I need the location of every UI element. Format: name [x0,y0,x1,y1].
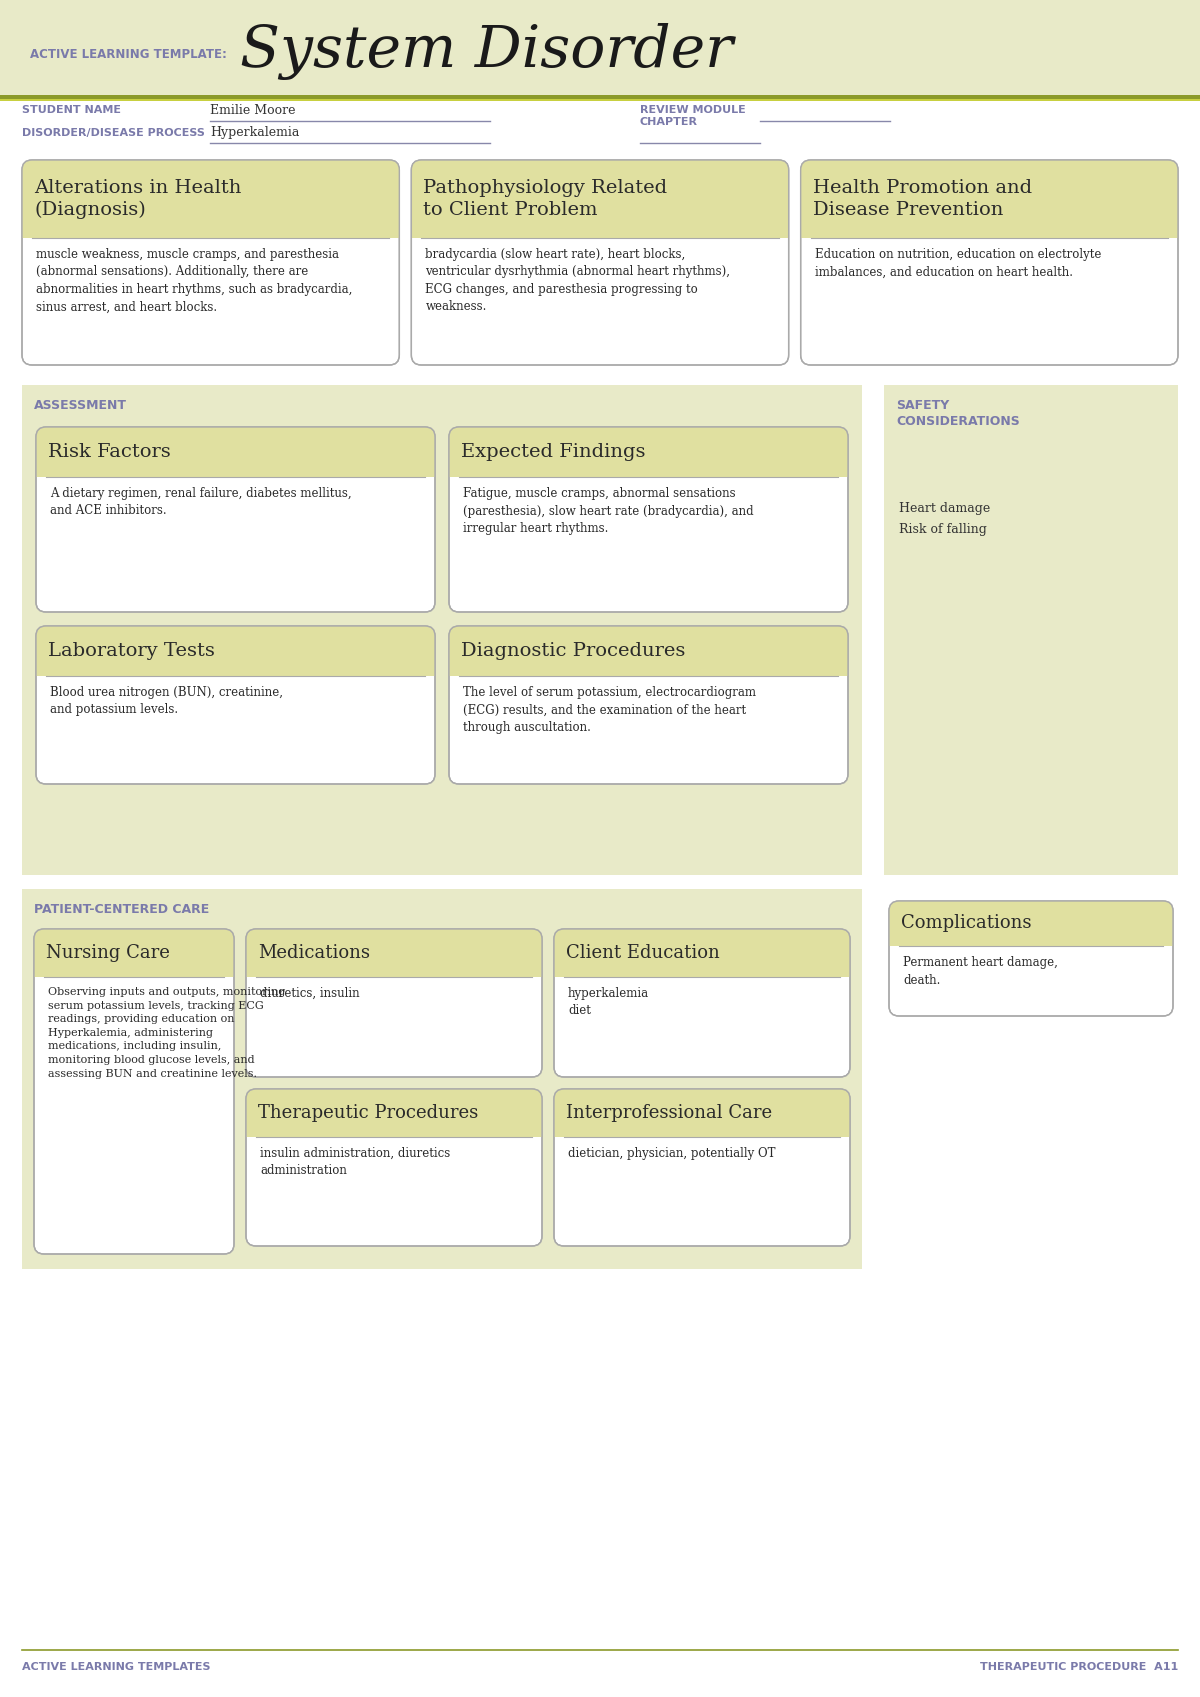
Text: Blood urea nitrogen (BUN), creatinine,
and potassium levels.: Blood urea nitrogen (BUN), creatinine, a… [50,686,283,716]
Bar [36,665,436,675]
Bar [246,1127,542,1137]
Text: Laboratory Tests: Laboratory Tests [48,641,215,660]
Text: The level of serum potassium, electrocardiogram
(ECG) results, and the examinati: The level of serum potassium, electrocar… [463,686,756,735]
Text: Emilie Moore: Emilie Moore [210,104,295,117]
Bar [449,665,848,675]
Bar [0,98,1200,102]
Bar [34,967,234,977]
FancyBboxPatch shape [22,160,400,238]
Text: Nursing Care: Nursing Care [46,944,170,962]
Text: Alterations in Health
(Diagnosis): Alterations in Health (Diagnosis) [34,180,241,219]
FancyBboxPatch shape [889,901,1174,1017]
Text: Fatigue, muscle cramps, abnormal sensations
(paresthesia), slow heart rate (brad: Fatigue, muscle cramps, abnormal sensati… [463,487,754,535]
Bar [889,937,1174,945]
Text: ACTIVE LEARNING TEMPLATE:: ACTIVE LEARNING TEMPLATE: [30,49,227,61]
FancyBboxPatch shape [22,160,400,365]
FancyBboxPatch shape [36,428,436,613]
FancyBboxPatch shape [246,1089,542,1137]
FancyBboxPatch shape [36,626,436,675]
Bar [554,1127,850,1137]
Text: THERAPEUTIC PROCEDURE  A11: THERAPEUTIC PROCEDURE A11 [979,1661,1178,1672]
FancyBboxPatch shape [800,160,1178,365]
FancyBboxPatch shape [554,1089,850,1246]
Bar [22,227,400,238]
Text: Interprofessional Care: Interprofessional Care [566,1105,772,1122]
Text: Education on nutrition, education on electrolyte
imbalances, and education on he: Education on nutrition, education on ele… [815,248,1102,278]
FancyBboxPatch shape [36,428,436,477]
FancyBboxPatch shape [412,160,788,365]
Text: STUDENT NAME: STUDENT NAME [22,105,121,115]
Bar [554,967,850,977]
FancyBboxPatch shape [34,928,234,1254]
Text: SAFETY
CONSIDERATIONS: SAFETY CONSIDERATIONS [896,399,1020,428]
FancyBboxPatch shape [246,928,542,1078]
Text: Medications: Medications [258,944,370,962]
Bar [0,0,1200,95]
Text: Diagnostic Procedures: Diagnostic Procedures [461,641,685,660]
Bar [884,889,1178,1269]
Bar [0,95,1200,98]
FancyBboxPatch shape [34,928,234,977]
Bar [449,467,848,477]
Text: Therapeutic Procedures: Therapeutic Procedures [258,1105,479,1122]
Text: Expected Findings: Expected Findings [461,443,646,462]
Text: diuretics, insulin: diuretics, insulin [260,988,360,1000]
Text: dietician, physician, potentially OT: dietician, physician, potentially OT [568,1147,775,1161]
Text: Risk Factors: Risk Factors [48,443,170,462]
FancyBboxPatch shape [800,160,1178,238]
FancyBboxPatch shape [449,428,848,613]
Bar [884,385,1178,876]
Bar [22,385,862,876]
FancyBboxPatch shape [554,928,850,977]
Text: Hyperkalemia: Hyperkalemia [210,126,299,139]
FancyBboxPatch shape [246,1089,542,1246]
FancyBboxPatch shape [554,928,850,1078]
Text: DISORDER/DISEASE PROCESS: DISORDER/DISEASE PROCESS [22,127,205,137]
Bar [36,467,436,477]
FancyBboxPatch shape [449,626,848,784]
Bar [800,227,1178,238]
FancyBboxPatch shape [889,901,1174,945]
FancyBboxPatch shape [554,1089,850,1137]
Text: A dietary regimen, renal failure, diabetes mellitus,
and ACE inhibitors.: A dietary regimen, renal failure, diabet… [50,487,352,518]
Bar [412,227,788,238]
Text: ASSESSMENT: ASSESSMENT [34,399,127,412]
Text: Permanent heart damage,
death.: Permanent heart damage, death. [904,955,1058,986]
Text: Heart damage
Risk of falling: Heart damage Risk of falling [899,502,990,536]
Text: REVIEW MODULE
CHAPTER: REVIEW MODULE CHAPTER [640,105,745,127]
Text: bradycardia (slow heart rate), heart blocks,
ventricular dysrhythmia (abnormal h: bradycardia (slow heart rate), heart blo… [425,248,731,314]
FancyBboxPatch shape [449,428,848,477]
Text: Observing inputs and outputs, monitoring
serum potassium levels, tracking ECG
re: Observing inputs and outputs, monitoring… [48,988,286,1079]
Text: muscle weakness, muscle cramps, and paresthesia
(abnormal sensations). Additiona: muscle weakness, muscle cramps, and pare… [36,248,353,314]
Text: insulin administration, diuretics
administration: insulin administration, diuretics admini… [260,1147,450,1178]
Text: Pathophysiology Related
to Client Problem: Pathophysiology Related to Client Proble… [424,180,667,219]
FancyBboxPatch shape [246,928,542,977]
Text: Client Education: Client Education [566,944,720,962]
Bar [22,889,862,1269]
Text: ACTIVE LEARNING TEMPLATES: ACTIVE LEARNING TEMPLATES [22,1661,210,1672]
Text: System Disorder: System Disorder [240,24,733,80]
FancyBboxPatch shape [412,160,788,238]
Text: hyperkalemia
diet: hyperkalemia diet [568,988,649,1018]
FancyBboxPatch shape [449,626,848,675]
Bar [246,967,542,977]
Text: Complications: Complications [901,915,1032,932]
Text: PATIENT-CENTERED CARE: PATIENT-CENTERED CARE [34,903,209,916]
Text: Health Promotion and
Disease Prevention: Health Promotion and Disease Prevention [812,180,1032,219]
FancyBboxPatch shape [36,626,436,784]
